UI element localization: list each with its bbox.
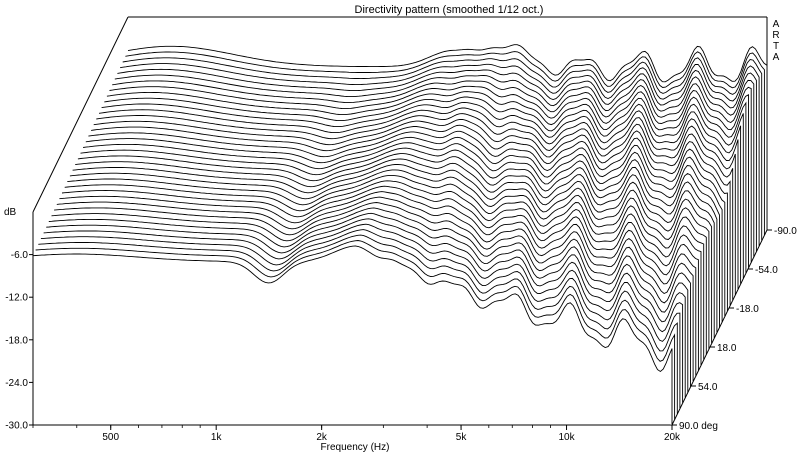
watermark-letter: A bbox=[773, 52, 780, 63]
x-tick-label: 2k bbox=[316, 432, 328, 443]
y-tick-label: -18.0 bbox=[5, 335, 28, 346]
angle-tick-label: -54.0 bbox=[755, 265, 778, 276]
y-tick-label: -24.0 bbox=[5, 378, 28, 389]
watermark-letter: T bbox=[773, 41, 779, 52]
angle-tick-label: 90.0 deg bbox=[679, 421, 718, 432]
x-axis-ticks: 500 1k 2k 5k 10k 20k bbox=[32, 425, 681, 443]
response-curve bbox=[32, 245, 673, 425]
x-tick-label: 500 bbox=[102, 432, 119, 443]
x-tick-label: 1k bbox=[211, 432, 223, 443]
y-axis-label: dB bbox=[4, 207, 17, 218]
x-tick-label: 10k bbox=[558, 432, 575, 443]
y-tick-label: -6.0 bbox=[11, 250, 29, 261]
x-axis-label: Frequency (Hz) bbox=[321, 442, 390, 453]
angle-axis-ticks: 90.0 deg 54.0 18.0 -18.0 -54.0 -90.0 bbox=[672, 226, 797, 432]
watermark-letter: R bbox=[772, 30, 779, 41]
x-tick-label: 20k bbox=[664, 432, 681, 443]
y-tick-label: -30.0 bbox=[5, 421, 28, 432]
angle-tick-label: 18.0 bbox=[717, 343, 737, 354]
y-tick-label: -12.0 bbox=[5, 293, 28, 304]
y-axis-ticks: -6.0 -12.0 -18.0 -24.0 -30.0 bbox=[5, 250, 33, 432]
back-depth-edge bbox=[32, 16, 129, 213]
response-curves bbox=[32, 44, 768, 425]
x-tick-label: 5k bbox=[456, 432, 468, 443]
angle-tick-label: -90.0 bbox=[774, 226, 797, 237]
watermark-letter: A bbox=[773, 19, 780, 30]
angle-tick-label: -18.0 bbox=[736, 304, 759, 315]
chart-title: Directivity pattern (smoothed 1/12 oct.) bbox=[355, 4, 544, 16]
angle-tick-label: 54.0 bbox=[698, 382, 718, 393]
